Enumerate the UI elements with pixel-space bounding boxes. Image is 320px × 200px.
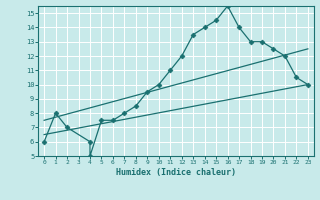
X-axis label: Humidex (Indice chaleur): Humidex (Indice chaleur)	[116, 168, 236, 177]
